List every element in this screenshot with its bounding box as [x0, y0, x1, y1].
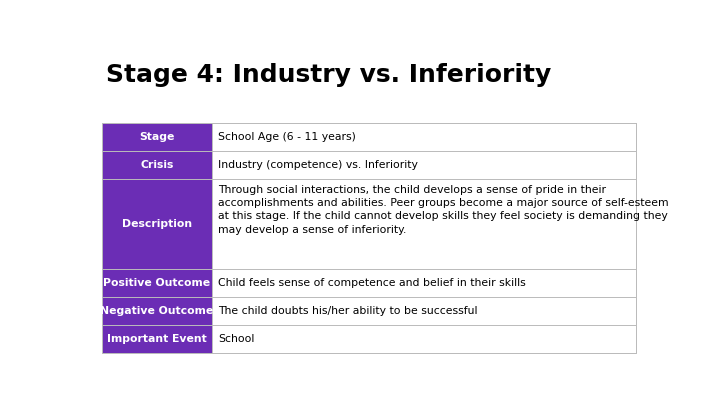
- Bar: [212, 151, 636, 179]
- Text: Crisis: Crisis: [140, 160, 174, 171]
- Text: Stage 4: Industry vs. Inferiority: Stage 4: Industry vs. Inferiority: [106, 63, 551, 87]
- Text: Important Event: Important Event: [107, 334, 207, 344]
- Text: The child doubts his/her ability to be successful: The child doubts his/her ability to be s…: [218, 306, 478, 316]
- Text: Negative Outcome: Negative Outcome: [100, 306, 214, 316]
- Bar: [212, 124, 636, 151]
- Text: School: School: [218, 334, 255, 344]
- Text: Industry (competence) vs. Inferiority: Industry (competence) vs. Inferiority: [218, 160, 418, 171]
- Bar: [102, 179, 212, 269]
- Bar: [102, 124, 636, 353]
- Text: Positive Outcome: Positive Outcome: [104, 278, 210, 288]
- Bar: [102, 124, 212, 151]
- Text: Through social interactions, the child develops a sense of pride in their
accomp: Through social interactions, the child d…: [218, 185, 669, 234]
- Text: School Age (6 - 11 years): School Age (6 - 11 years): [218, 132, 356, 143]
- Bar: [212, 179, 636, 269]
- Bar: [102, 269, 212, 297]
- Bar: [212, 269, 636, 297]
- Text: Child feels sense of competence and belief in their skills: Child feels sense of competence and beli…: [218, 278, 526, 288]
- Bar: [102, 297, 212, 325]
- Text: Description: Description: [122, 219, 192, 229]
- Bar: [102, 325, 212, 353]
- Bar: [212, 297, 636, 325]
- Bar: [212, 325, 636, 353]
- Text: Stage: Stage: [139, 132, 175, 143]
- Bar: [102, 151, 212, 179]
